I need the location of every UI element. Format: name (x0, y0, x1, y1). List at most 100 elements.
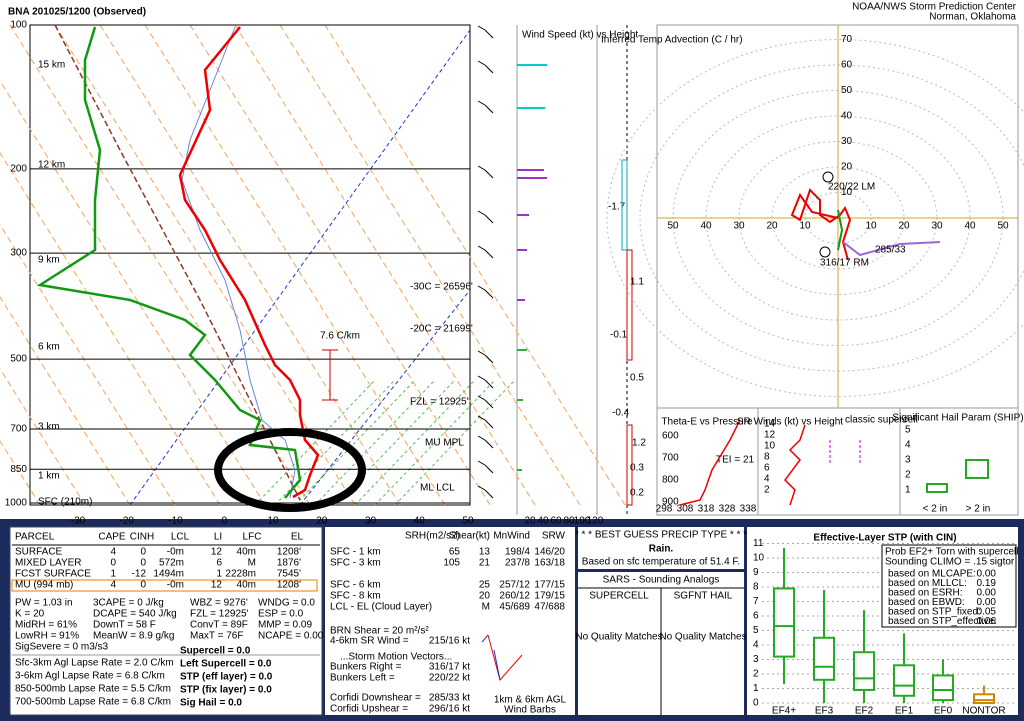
advection-bar (626, 249, 633, 361)
dry-adiabat (0, 224, 176, 506)
stp-tick: 1 (753, 683, 759, 694)
storm-motion (819, 246, 831, 258)
parcel-header: EL (291, 532, 304, 543)
wind-barb (477, 435, 486, 441)
ship-title: Significant Hail Param (SHIP) (892, 413, 1023, 424)
wind-barb (477, 375, 486, 381)
motion-value: 220/22 kt (429, 673, 470, 684)
index-cell: MMP = 0.09 (258, 620, 312, 631)
sr-tick: 10 (764, 441, 776, 452)
parcel-cell: 7545' (277, 569, 301, 580)
kin-header: Shear(kt) (449, 531, 490, 542)
ship-tick: 5 (905, 425, 911, 436)
wind-barb (477, 285, 486, 291)
stp-category: EF0 (934, 706, 953, 717)
org: NOAA/NWS Storm Prediction Center (852, 2, 1017, 13)
lapse-label: 7.6 C/km (320, 331, 360, 342)
hodo-ring-label: 30 (841, 136, 853, 147)
hodo-ring-label: 20 (841, 162, 853, 173)
temp-label: 50 (462, 516, 474, 527)
kin-header: SRW (542, 531, 566, 542)
sars-match: No Quality Matches (659, 632, 746, 643)
hodo-ring-label: 40 (700, 221, 712, 232)
mixing-ratio (294, 379, 416, 506)
stp-category: EF3 (815, 706, 834, 717)
theta-tick: 308 (677, 504, 694, 515)
pressure-label: 200 (10, 164, 27, 175)
sr46-value: 215/16 kt (429, 636, 470, 647)
sr-trace (784, 424, 806, 506)
parcel-cell: 572m (159, 558, 184, 569)
height-label: 12 km (38, 160, 65, 171)
ship-box (965, 459, 989, 479)
parcel-cell: 1208' (277, 580, 301, 591)
hodo-ring-label: 50 (997, 221, 1009, 232)
advection-title: Inferred Temp Advection (C / hr) (601, 35, 743, 46)
wind-barb (477, 415, 486, 421)
advection-value: 0.2 (630, 488, 644, 499)
wind-barb (484, 419, 494, 429)
kin-cell: SFC - 3 km (330, 558, 381, 569)
storm-title: ...Storm Motion Vectors... (340, 652, 452, 663)
theta-title: Theta-E vs Pressure (661, 417, 753, 428)
kin-cell: 105 (443, 558, 460, 569)
index-cell: ESP = 0.0 (258, 609, 304, 620)
height-label: SFC (210m) (38, 497, 92, 508)
stp-tick: 4 (753, 640, 759, 651)
theta-trace (679, 419, 741, 506)
dry-adiabat (0, 368, 86, 506)
pressure-label: 500 (10, 354, 27, 365)
kin-cell: 146/20 (534, 547, 565, 558)
kin-cell: 179/15 (534, 591, 565, 602)
kin-cell: SFC - 8 km (330, 591, 381, 602)
temperature-trace (178, 26, 320, 499)
lapse-rate: 3-6km Agl Lapse Rate = 6.8 C/km (15, 671, 165, 682)
dry-adiabat (0, 80, 266, 506)
parcel-header: LCL (171, 532, 190, 543)
parcel-trace (54, 24, 301, 501)
kin-cell: 21 (479, 558, 491, 569)
storm-motion (822, 171, 834, 183)
dry-adiabat (0, 296, 131, 506)
temp-label: -20 (120, 516, 135, 527)
ship-frame (899, 407, 1019, 516)
sr-note: classic supercell (845, 415, 918, 426)
lapse-rate: 700-500mb Lapse Rate = 6.8 C/km (15, 697, 171, 708)
kin-cell: 25 (479, 580, 491, 591)
hodo-ring-label: 50 (841, 85, 853, 96)
parcel-label: ML LCL (420, 483, 455, 494)
hodo-ring (606, 39, 1024, 397)
kin-cell: 260/12 (499, 591, 530, 602)
temp-label: 30 (365, 516, 377, 527)
sr-title: SR Winds (kt) vs Height (737, 417, 843, 428)
wind-barb (477, 460, 486, 466)
sr-tick: 4 (764, 474, 770, 485)
index-cell: WNDG = 0.0 (258, 598, 315, 609)
precip-basis: Based on sfc temperature of 51.4 F. (582, 557, 740, 568)
temp-label: 10 (267, 516, 279, 527)
hodo-label: 316/17 RM (820, 258, 869, 269)
parcel-cell: M (248, 558, 256, 569)
wind-barb (484, 249, 494, 259)
index-cell: MaxT = 76F (190, 631, 243, 642)
dewpoint-trace (36, 26, 302, 499)
wind-barb (484, 489, 494, 499)
prob-basis: based on MLCAPE: (888, 569, 976, 580)
composite: Sig Hail = 0.0 (180, 698, 242, 709)
stp-category: EF1 (895, 706, 914, 717)
advection-value: -0.1 (610, 330, 628, 341)
wind-barb (484, 354, 494, 364)
motion-value: 316/17 kt (429, 662, 470, 673)
level-label: -30C = 26596' (410, 282, 473, 293)
advection-value: 0.5 (630, 373, 644, 384)
prob-basis: based on MLLCL: (888, 578, 967, 589)
wind-tick: 80 (563, 516, 575, 527)
parcel-cell: 12 (211, 580, 223, 591)
dry-adiabat (99, 24, 401, 506)
hodo-ring-label: 10 (841, 187, 853, 198)
wind-barb (484, 104, 494, 114)
height-label: 9 km (38, 255, 60, 266)
wind-barb (484, 169, 494, 179)
parcel-cell: 4 (110, 547, 116, 558)
wind-barb (477, 395, 486, 401)
